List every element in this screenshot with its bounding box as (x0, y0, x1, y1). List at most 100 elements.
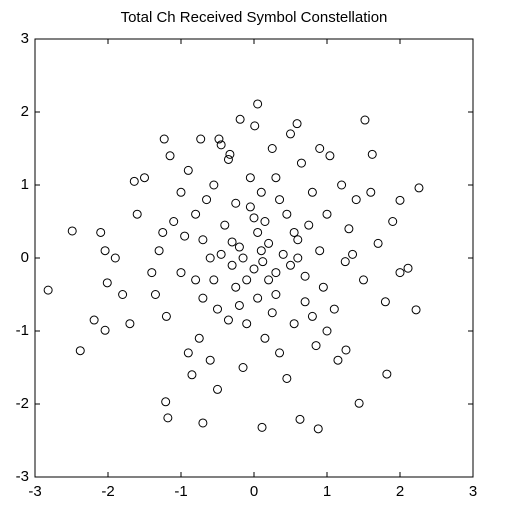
point (348, 249, 358, 259)
point (267, 308, 277, 318)
point (110, 253, 120, 263)
point (282, 373, 292, 383)
y-tick-label: -1 (16, 322, 29, 339)
point (158, 227, 168, 237)
point (161, 397, 171, 407)
point (231, 198, 241, 208)
point (344, 224, 354, 234)
point (337, 180, 347, 190)
point (183, 348, 193, 358)
point (205, 355, 215, 365)
point (100, 325, 110, 335)
point (161, 311, 171, 321)
point (318, 282, 328, 292)
point (282, 209, 292, 219)
point (223, 315, 233, 325)
x-tick-label: 2 (396, 483, 404, 500)
y-tick-label: 0 (21, 249, 29, 266)
point (315, 144, 325, 153)
point (267, 144, 277, 153)
point (194, 333, 204, 343)
point (382, 369, 392, 379)
point (253, 293, 263, 303)
point (216, 140, 226, 150)
point (275, 348, 285, 358)
point (253, 227, 263, 237)
point (296, 158, 306, 168)
x-tick-label: -2 (101, 483, 114, 500)
point (258, 257, 268, 267)
point (295, 414, 305, 424)
point (271, 268, 281, 278)
point (300, 297, 310, 307)
point (414, 183, 424, 193)
point (187, 370, 197, 380)
point (242, 319, 252, 329)
x-tick-label: 0 (250, 483, 258, 500)
point (260, 333, 270, 343)
point (235, 114, 245, 124)
point (245, 202, 255, 212)
point (169, 217, 179, 226)
point (286, 129, 295, 139)
point (242, 275, 252, 285)
point (249, 264, 259, 274)
point (264, 275, 274, 285)
point (307, 311, 317, 321)
point (132, 209, 142, 219)
x-tick-label: 3 (469, 483, 477, 500)
y-tick-label: -2 (16, 395, 29, 412)
point (286, 260, 295, 270)
point (163, 413, 173, 423)
point (176, 268, 186, 278)
y-tick-label: 1 (21, 176, 29, 193)
point (213, 384, 222, 394)
point (147, 268, 157, 278)
point (315, 246, 325, 256)
point (202, 195, 212, 205)
point (395, 268, 405, 278)
point (289, 319, 299, 329)
x-tick-label: -1 (174, 483, 187, 500)
y-tick-label: -3 (16, 468, 29, 485)
point (264, 238, 274, 248)
point (313, 424, 323, 434)
point (245, 173, 255, 183)
point (150, 290, 160, 299)
point (359, 275, 368, 285)
point (351, 195, 361, 205)
point (325, 151, 335, 161)
point (191, 275, 201, 285)
point (209, 275, 219, 285)
y-tick-label: 3 (21, 30, 29, 47)
point (340, 257, 350, 267)
point (220, 220, 230, 230)
plot-frame (34, 38, 474, 478)
point (159, 134, 169, 144)
point (89, 315, 99, 325)
point (341, 345, 351, 355)
point (257, 422, 267, 432)
point (214, 134, 224, 144)
point (176, 187, 186, 197)
point (191, 209, 201, 219)
point (227, 237, 237, 247)
point (333, 355, 343, 365)
chart-title: Total Ch Received Symbol Constellation (121, 9, 388, 26)
point (292, 119, 302, 129)
point (140, 173, 149, 183)
point (196, 134, 206, 144)
point (249, 213, 259, 223)
point (100, 246, 110, 256)
point (380, 297, 390, 307)
point (75, 346, 85, 356)
point (129, 176, 139, 186)
point (411, 305, 421, 315)
point (304, 220, 314, 230)
point (231, 282, 241, 292)
x-tick-label: -3 (28, 483, 41, 500)
point (125, 319, 135, 329)
point (275, 195, 285, 205)
